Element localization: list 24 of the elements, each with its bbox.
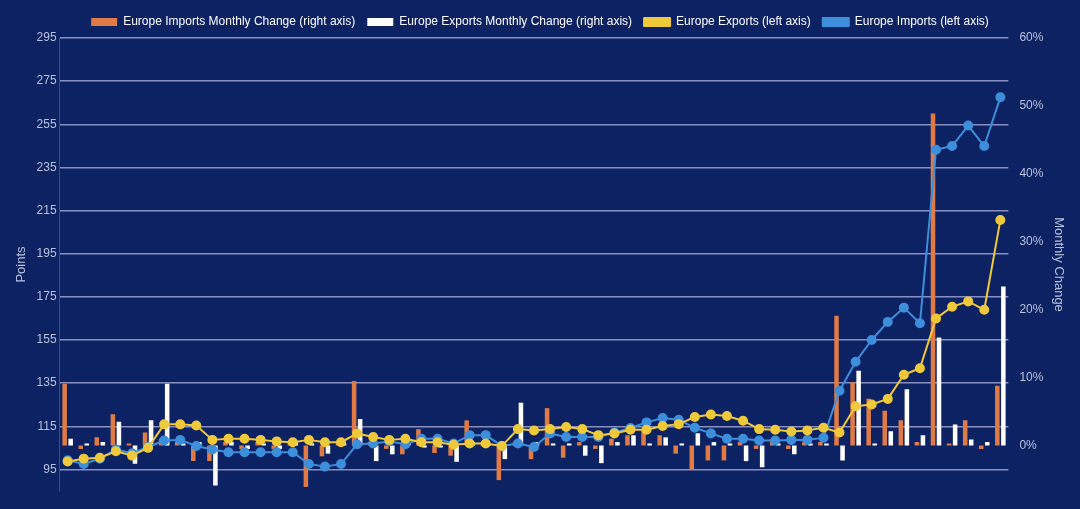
y2-tick-label: 50%	[1019, 98, 1044, 113]
legend-label: Europe Exports (left axis)	[676, 14, 811, 29]
y-tick-label: 215	[36, 202, 57, 217]
y-tick-label: 255	[36, 116, 57, 131]
y-tick-label: 235	[36, 159, 57, 174]
y2-tick-label: 0%	[1019, 437, 1038, 452]
y-tick-label: 155	[36, 332, 57, 347]
y-tick-label: 95	[43, 461, 57, 476]
y-tick-label: 275	[36, 73, 57, 88]
y-tick-label: 195	[36, 246, 57, 261]
y-tick-label: 295	[36, 30, 57, 45]
y-tick-label: 175	[36, 289, 57, 304]
legend-label: Europe Imports Monthly Change (right axis)	[123, 14, 356, 29]
y-tick-label: 135	[36, 375, 57, 390]
legend-label: Europe Imports (left axis)	[854, 14, 989, 29]
y2-tick-label: 30%	[1019, 234, 1044, 249]
y-axis-title: Points	[13, 245, 29, 283]
y2-tick-label: 20%	[1019, 301, 1044, 316]
legend-label: Europe Exports Monthly Change (right axis)	[399, 14, 633, 29]
y2-axis-title: Monthly Change	[1051, 217, 1067, 312]
y-tick-label: 115	[37, 418, 57, 433]
y2-tick-label: 10%	[1019, 369, 1044, 384]
y2-tick-label: 60%	[1019, 30, 1044, 45]
y2-tick-label: 40%	[1019, 166, 1044, 181]
